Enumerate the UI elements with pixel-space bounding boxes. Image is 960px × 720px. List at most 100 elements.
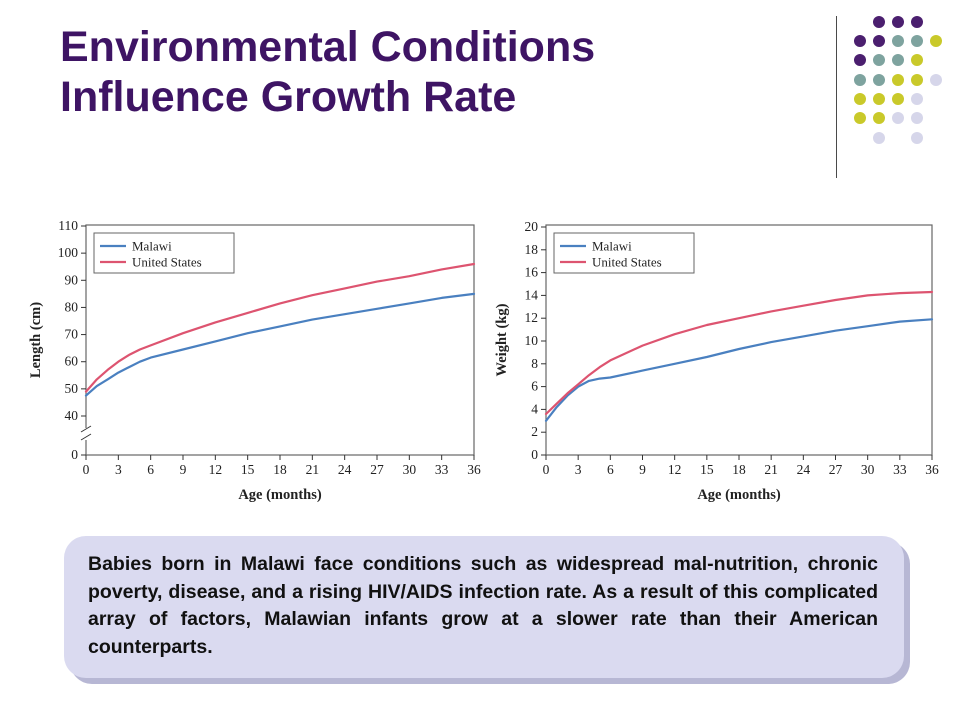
y-tick-label: 40 bbox=[65, 408, 79, 423]
x-tick-label: 24 bbox=[797, 462, 811, 477]
decorative-dot bbox=[892, 93, 904, 105]
x-tick-label: 27 bbox=[370, 462, 384, 477]
axis-break-mark bbox=[80, 425, 92, 433]
series-line-united-states bbox=[544, 290, 934, 416]
x-tick-label: 30 bbox=[403, 462, 417, 477]
decorative-dot bbox=[911, 112, 923, 124]
weight-chart: 0 2 4 6 8 10 12 14 16 18 20 0 3 6 9 12 15 18 21 24 27 30 33 36 A… bbox=[494, 212, 954, 512]
decorative-dot bbox=[911, 132, 923, 144]
y-tick-label: 12 bbox=[525, 310, 539, 325]
y-tick-label: 14 bbox=[525, 287, 539, 302]
slide-title-line-2: Influence Growth Rate bbox=[60, 73, 517, 121]
y-tick-label: 50 bbox=[65, 381, 79, 396]
x-tick-label: 18 bbox=[273, 462, 287, 477]
decorative-dot bbox=[892, 54, 904, 66]
x-tick-label: 18 bbox=[732, 462, 746, 477]
y-tick-label: 100 bbox=[58, 245, 79, 260]
decorative-dot bbox=[873, 35, 885, 47]
x-tick-label: 27 bbox=[829, 462, 843, 477]
decorative-dot bbox=[892, 112, 904, 124]
x-tick-label: 12 bbox=[668, 462, 682, 477]
x-tick-label: 3 bbox=[115, 462, 122, 477]
legend-label: United States bbox=[592, 255, 662, 270]
decorative-dot bbox=[873, 93, 885, 105]
x-tick-label: 21 bbox=[306, 462, 320, 477]
decorative-dot bbox=[911, 74, 923, 86]
y-tick-label: 6 bbox=[531, 379, 538, 394]
series-line-malawi bbox=[84, 292, 476, 397]
decorative-dot bbox=[892, 35, 904, 47]
y-tick-label: 2 bbox=[531, 424, 538, 439]
decorative-dot bbox=[854, 93, 866, 105]
y-tick-label: 16 bbox=[525, 265, 539, 280]
axis-break-mark bbox=[80, 433, 92, 441]
slide-title: Environmental Conditions Influence Growt… bbox=[60, 22, 800, 122]
x-tick-label: 12 bbox=[209, 462, 223, 477]
series-line-malawi bbox=[544, 318, 934, 422]
caption-box: Babies born in Malawi face conditions su… bbox=[64, 536, 904, 678]
x-tick-label: 0 bbox=[83, 462, 90, 477]
x-tick-label: 6 bbox=[607, 462, 614, 477]
y-tick-label: 60 bbox=[65, 354, 79, 369]
x-tick-label: 6 bbox=[147, 462, 154, 477]
series-line-united-states bbox=[84, 262, 476, 393]
decorative-dot bbox=[892, 16, 904, 28]
y-axis-title: Length (cm) bbox=[28, 302, 44, 378]
decorative-dot bbox=[911, 54, 923, 66]
y-tick-label: 0 bbox=[531, 447, 538, 462]
y-axis-title: Weight (kg) bbox=[494, 303, 510, 376]
x-tick-label: 9 bbox=[180, 462, 187, 477]
x-tick-label: 3 bbox=[575, 462, 582, 477]
y-tick-label: 18 bbox=[525, 242, 539, 257]
decorative-dot bbox=[873, 54, 885, 66]
y-tick-label: 0 bbox=[71, 447, 78, 462]
decorative-dot bbox=[854, 54, 866, 66]
y-tick-label: 10 bbox=[525, 333, 539, 348]
legend-box bbox=[553, 232, 695, 274]
decorative-dot bbox=[873, 74, 885, 86]
decorative-dot bbox=[911, 16, 923, 28]
decorative-dot bbox=[930, 35, 942, 47]
decorative-dot bbox=[854, 112, 866, 124]
decorative-dot bbox=[873, 112, 885, 124]
decorative-dot bbox=[873, 132, 885, 144]
y-tick-label: 110 bbox=[58, 218, 78, 233]
x-tick-label: 33 bbox=[893, 462, 907, 477]
x-tick-label: 36 bbox=[925, 462, 939, 477]
x-tick-label: 33 bbox=[435, 462, 449, 477]
legend-label: Malawi bbox=[132, 239, 172, 254]
decorative-dot bbox=[854, 74, 866, 86]
y-tick-label: 20 bbox=[525, 219, 539, 234]
x-tick-label: 15 bbox=[241, 462, 255, 477]
legend-label: Malawi bbox=[592, 239, 632, 254]
x-axis-title: Age (months) bbox=[697, 487, 781, 503]
x-tick-label: 30 bbox=[861, 462, 875, 477]
slide-title-line-1: Environmental Conditions bbox=[60, 23, 596, 71]
decorative-divider bbox=[836, 16, 837, 178]
decorative-dot bbox=[911, 93, 923, 105]
x-tick-label: 36 bbox=[467, 462, 481, 477]
y-tick-label: 8 bbox=[531, 356, 538, 371]
legend-label: United States bbox=[132, 255, 202, 270]
y-tick-label: 90 bbox=[65, 272, 79, 287]
x-tick-label: 9 bbox=[639, 462, 646, 477]
decorative-dot bbox=[911, 35, 923, 47]
x-tick-label: 24 bbox=[338, 462, 352, 477]
x-tick-label: 15 bbox=[700, 462, 714, 477]
y-tick-label: 4 bbox=[531, 401, 538, 416]
decorative-dot bbox=[892, 74, 904, 86]
length-chart: 0 40 50 60 70 80 90 100 110 0 3 6 9 12 15 18 21 24 27 30 33 3… bbox=[26, 212, 486, 512]
decorative-dot bbox=[854, 35, 866, 47]
decorative-dot bbox=[873, 16, 885, 28]
y-tick-label: 80 bbox=[65, 299, 79, 314]
x-tick-label: 0 bbox=[543, 462, 550, 477]
legend-box bbox=[93, 232, 235, 274]
axis-break-gap bbox=[84, 428, 88, 440]
x-tick-label: 21 bbox=[764, 462, 778, 477]
y-tick-label: 70 bbox=[65, 327, 79, 342]
decorative-dot bbox=[930, 74, 942, 86]
